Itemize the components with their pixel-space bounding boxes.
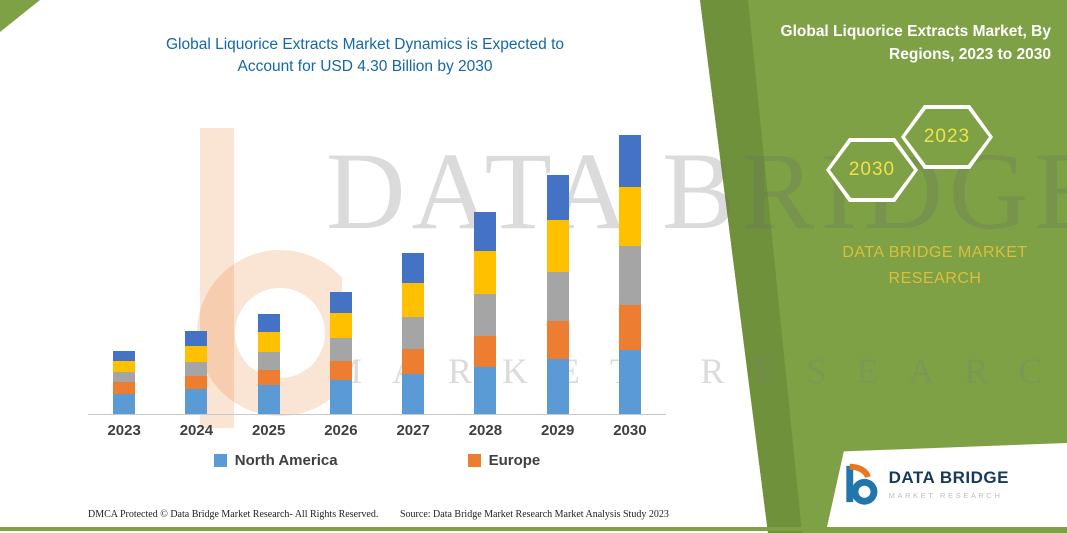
logo-tagline: MARKET RESEARCH bbox=[888, 491, 1003, 500]
bar-slot bbox=[160, 118, 232, 414]
bar-segment bbox=[402, 316, 425, 350]
x-axis-label: 2024 bbox=[179, 422, 214, 439]
bar-segment bbox=[474, 367, 497, 414]
bar-segment bbox=[618, 246, 641, 305]
bar-segment bbox=[546, 321, 569, 359]
bar-segment bbox=[546, 174, 569, 221]
data-bridge-logo: DATA BRIDGE MARKET RESEARCH bbox=[842, 463, 1009, 505]
bar-segment bbox=[113, 372, 136, 383]
x-axis-label: 2025 bbox=[251, 422, 286, 439]
bar-segment bbox=[618, 350, 641, 414]
legend-swatch bbox=[213, 454, 227, 467]
stacked-bar-2027 bbox=[402, 252, 425, 414]
hexagon-fill: 2023 bbox=[905, 109, 989, 165]
source-note: Source: Data Bridge Market Research Mark… bbox=[400, 509, 669, 520]
hexagon-label-2030: 2030 bbox=[848, 159, 896, 180]
stacked-bar-2030 bbox=[618, 134, 641, 414]
stacked-bar-2029 bbox=[546, 174, 569, 414]
right-panel-title: Global Liquorice Extracts Market, By Reg… bbox=[780, 23, 1051, 64]
x-axis-label: 2023 bbox=[107, 422, 141, 439]
bar-segment bbox=[402, 373, 425, 414]
corner-triangle bbox=[0, 0, 40, 32]
bar-segment bbox=[257, 385, 280, 414]
bar-segment bbox=[329, 361, 352, 381]
bar-segment bbox=[113, 393, 136, 414]
legend-item: Europe bbox=[467, 452, 541, 469]
bar-slot bbox=[449, 118, 521, 414]
bar-segment bbox=[185, 362, 208, 377]
bar-slot bbox=[88, 118, 160, 414]
chart-legend: North America Europe bbox=[88, 452, 666, 469]
bar-segment bbox=[329, 380, 352, 414]
bar-segment bbox=[402, 282, 425, 317]
chart-title-line1: Global Liquorice Extracts Market Dynamic… bbox=[166, 36, 564, 53]
legend-swatch bbox=[467, 454, 481, 467]
hexagon-label-2023: 2023 bbox=[923, 126, 971, 147]
brand-text-line2: RESEARCH bbox=[888, 270, 982, 288]
stacked-bar-2026 bbox=[329, 291, 352, 414]
bar-segment bbox=[329, 291, 352, 314]
brand-text-line1: DATA BRIDGE MARKET bbox=[842, 244, 1028, 261]
logo-text: DATA BRIDGE MARKET RESEARCH bbox=[889, 468, 1009, 500]
bar-segment bbox=[257, 369, 280, 386]
bar-segment bbox=[185, 376, 208, 390]
legend-item: North America bbox=[213, 452, 338, 469]
bar-segment bbox=[329, 338, 352, 362]
bar-segment bbox=[113, 382, 136, 394]
hexagon-border: 2023 bbox=[901, 105, 993, 169]
bar-segment bbox=[546, 220, 569, 273]
bar-slot bbox=[377, 118, 449, 414]
stacked-bar-2028 bbox=[474, 212, 497, 414]
chart-title-line2: Account for USD 4.30 Billion by 2030 bbox=[237, 58, 493, 76]
x-axis-label: 2027 bbox=[396, 422, 430, 439]
chart-title: Global Liquorice Extracts Market Dynamic… bbox=[110, 34, 620, 79]
bar-chart: 2023 2024 2025 2026 2027 2028 2029 2030 North A… bbox=[88, 118, 666, 469]
hexagon-2023: 2023 bbox=[901, 105, 993, 169]
legend-label: North America bbox=[234, 452, 338, 469]
market-research-watermark-text: MARKET RESEARCH bbox=[330, 351, 1067, 391]
bar-segment bbox=[257, 351, 280, 370]
plot-area bbox=[88, 118, 666, 415]
bar-slot bbox=[594, 118, 666, 414]
bar-segment bbox=[474, 251, 497, 294]
logo-name: DATA BRIDGE bbox=[888, 468, 1009, 487]
bar-slot bbox=[305, 118, 377, 414]
bar-segment bbox=[113, 361, 136, 373]
bar-segment bbox=[474, 336, 497, 368]
bar-segment bbox=[546, 358, 569, 414]
bottom-accent-strip bbox=[0, 527, 1067, 531]
bar-segment bbox=[185, 330, 208, 346]
bar-segment bbox=[618, 134, 641, 187]
brand-text-block: DATA BRIDGE MARKET RESEARCH bbox=[795, 240, 1067, 293]
bar-slot bbox=[233, 118, 305, 414]
x-axis-label: 2030 bbox=[613, 422, 647, 439]
data-bridge-logo-icon bbox=[845, 463, 878, 505]
bar-segment bbox=[402, 349, 425, 374]
x-axis-label: 2028 bbox=[468, 422, 503, 439]
dmca-notice: DMCA Protected © Data Bridge Market Rese… bbox=[88, 509, 379, 520]
bar-segment bbox=[257, 332, 280, 352]
bar-segment bbox=[185, 389, 208, 414]
bar-segment bbox=[185, 345, 208, 363]
bar-segment bbox=[474, 293, 497, 337]
hexagon-2030: 2030 bbox=[826, 138, 918, 202]
bar-segment bbox=[402, 252, 425, 283]
x-axis: 2023 2024 2025 2026 2027 2028 2029 2030 bbox=[88, 422, 666, 439]
bar-segment bbox=[618, 186, 641, 247]
bar-segment bbox=[546, 272, 569, 322]
stacked-bar-2023 bbox=[113, 350, 136, 414]
stacked-bar-2025 bbox=[257, 313, 280, 414]
bar-slot bbox=[522, 118, 594, 414]
bar-segment bbox=[618, 304, 641, 351]
bars-container bbox=[88, 118, 666, 414]
bar-segment bbox=[474, 212, 497, 252]
x-axis-label: 2026 bbox=[324, 422, 358, 439]
legend-label: Europe bbox=[488, 452, 541, 469]
bar-segment bbox=[257, 313, 280, 333]
bar-segment bbox=[329, 313, 352, 339]
stacked-bar-2024 bbox=[185, 330, 208, 414]
x-axis-label: 2029 bbox=[540, 422, 575, 439]
bar-segment bbox=[113, 350, 136, 362]
